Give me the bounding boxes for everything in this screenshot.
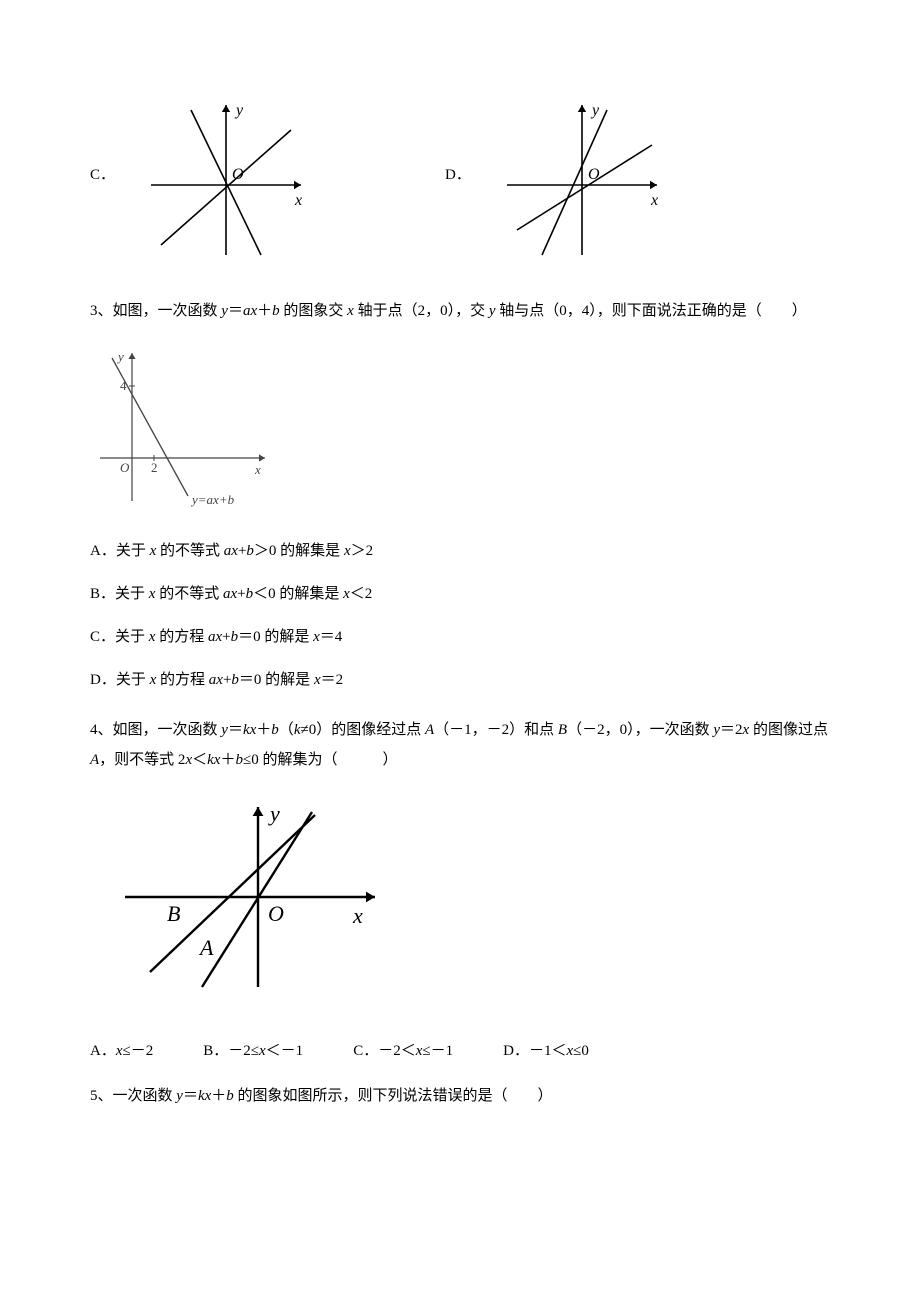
q5-t1: 5、一次函数 xyxy=(90,1088,176,1104)
figure-option-d: y x O xyxy=(487,90,677,260)
svg-text:y: y xyxy=(234,102,244,119)
q4-figure-block: Ox y BA xyxy=(90,787,830,1017)
q4-t5: ≠0）的图像经过点 xyxy=(300,722,424,738)
q3-option-d: D．关于 x 的方程 ax+b＝0 的解是 x＝2 xyxy=(90,664,830,697)
svg-text:x: x xyxy=(650,192,658,209)
q3-option-c: C．关于 x 的方程 ax+b＝0 的解是 x＝4 xyxy=(90,621,830,654)
q4-t1: 4、如图，一次函数 xyxy=(90,722,221,738)
svg-text:2: 2 xyxy=(151,460,158,475)
q4-option-a: A．x≤－2 xyxy=(90,1039,153,1063)
q4-t3: ＋ xyxy=(256,722,271,738)
q4-t4: （ xyxy=(279,722,294,738)
svg-text:A: A xyxy=(198,935,214,960)
q5-text: 5、一次函数 y＝kx＋b 的图象如图所示，则下列说法错误的是（ ） xyxy=(90,1081,830,1111)
svg-text:y: y xyxy=(116,349,124,364)
q3-t6: 轴与点（0，4），则下面说法正确的是（ ） xyxy=(496,303,807,319)
q4-t13: ≤0 的解集为（ ） xyxy=(243,752,397,768)
figure-row-cd: C． y x O D． y x O xyxy=(90,90,830,260)
q4-t9: 的图像过点 xyxy=(749,722,828,738)
option-label-d: D． xyxy=(445,163,471,187)
svg-text:O: O xyxy=(120,460,130,475)
q3-t2: ＝ xyxy=(228,303,243,319)
figure-option-c: yxO xyxy=(131,90,321,260)
q4-t7: （－2，0），一次函数 xyxy=(567,722,713,738)
q3-figure: O 2 4 x y y=ax+b xyxy=(90,338,280,513)
svg-text:x: x xyxy=(294,192,302,209)
q5-t2: ＝ xyxy=(183,1088,198,1104)
q3-option-b: B．关于 x 的不等式 ax+b＜0 的解集是 x＜2 xyxy=(90,578,830,611)
q4-t2: ＝ xyxy=(228,722,243,738)
q3-t5: 轴于点（2，0），交 xyxy=(354,303,489,319)
q4-t8: ＝2 xyxy=(720,722,743,738)
svg-text:4: 4 xyxy=(120,378,127,393)
q5-t4: 的图象如图所示，则下列说法错误的是（ ） xyxy=(234,1088,553,1104)
q3-text: 3、如图，一次函数 y＝ax＋b 的图象交 x 轴于点（2，0），交 y 轴与点… xyxy=(90,296,830,326)
svg-text:x: x xyxy=(352,903,363,928)
q4-t11: ＜ xyxy=(192,752,207,768)
q4-t10: ，则不等式 2 xyxy=(99,752,185,768)
q4-options: A．x≤－2 B．－2≤x＜－1 C．－2＜x≤－1 D．－1＜x≤0 xyxy=(90,1039,830,1063)
q3-t1: 3、如图，一次函数 xyxy=(90,303,221,319)
q4-option-c: C．－2＜x≤－1 xyxy=(353,1039,453,1063)
svg-text:y: y xyxy=(590,102,600,119)
svg-text:x: x xyxy=(254,462,261,477)
q4-option-b: B．－2≤x＜－1 xyxy=(203,1039,303,1063)
q3-figure-block: O 2 4 x y y=ax+b xyxy=(90,338,830,513)
q4-figure: Ox y BA xyxy=(90,787,390,1017)
q4-t6: （－1，－2）和点 xyxy=(434,722,558,738)
option-label-c: C． xyxy=(90,163,115,187)
q4-option-d: D．－1＜x≤0 xyxy=(503,1039,589,1063)
q4-t12: ＋ xyxy=(220,752,235,768)
svg-text:O: O xyxy=(588,166,600,183)
svg-text:B: B xyxy=(167,901,180,926)
q3-t4: 的图象交 xyxy=(280,303,348,319)
svg-text:O: O xyxy=(268,901,284,926)
q5-t3: ＋ xyxy=(211,1088,226,1104)
svg-text:y=ax+b: y=ax+b xyxy=(190,492,235,507)
q3-t3: ＋ xyxy=(257,303,272,319)
svg-text:y: y xyxy=(268,801,280,826)
q3-option-a: A．关于 x 的不等式 ax+b＞0 的解集是 x＞2 xyxy=(90,535,830,568)
q4-text: 4、如图，一次函数 y＝kx＋b（k≠0）的图像经过点 A（－1，－2）和点 B… xyxy=(90,715,830,775)
